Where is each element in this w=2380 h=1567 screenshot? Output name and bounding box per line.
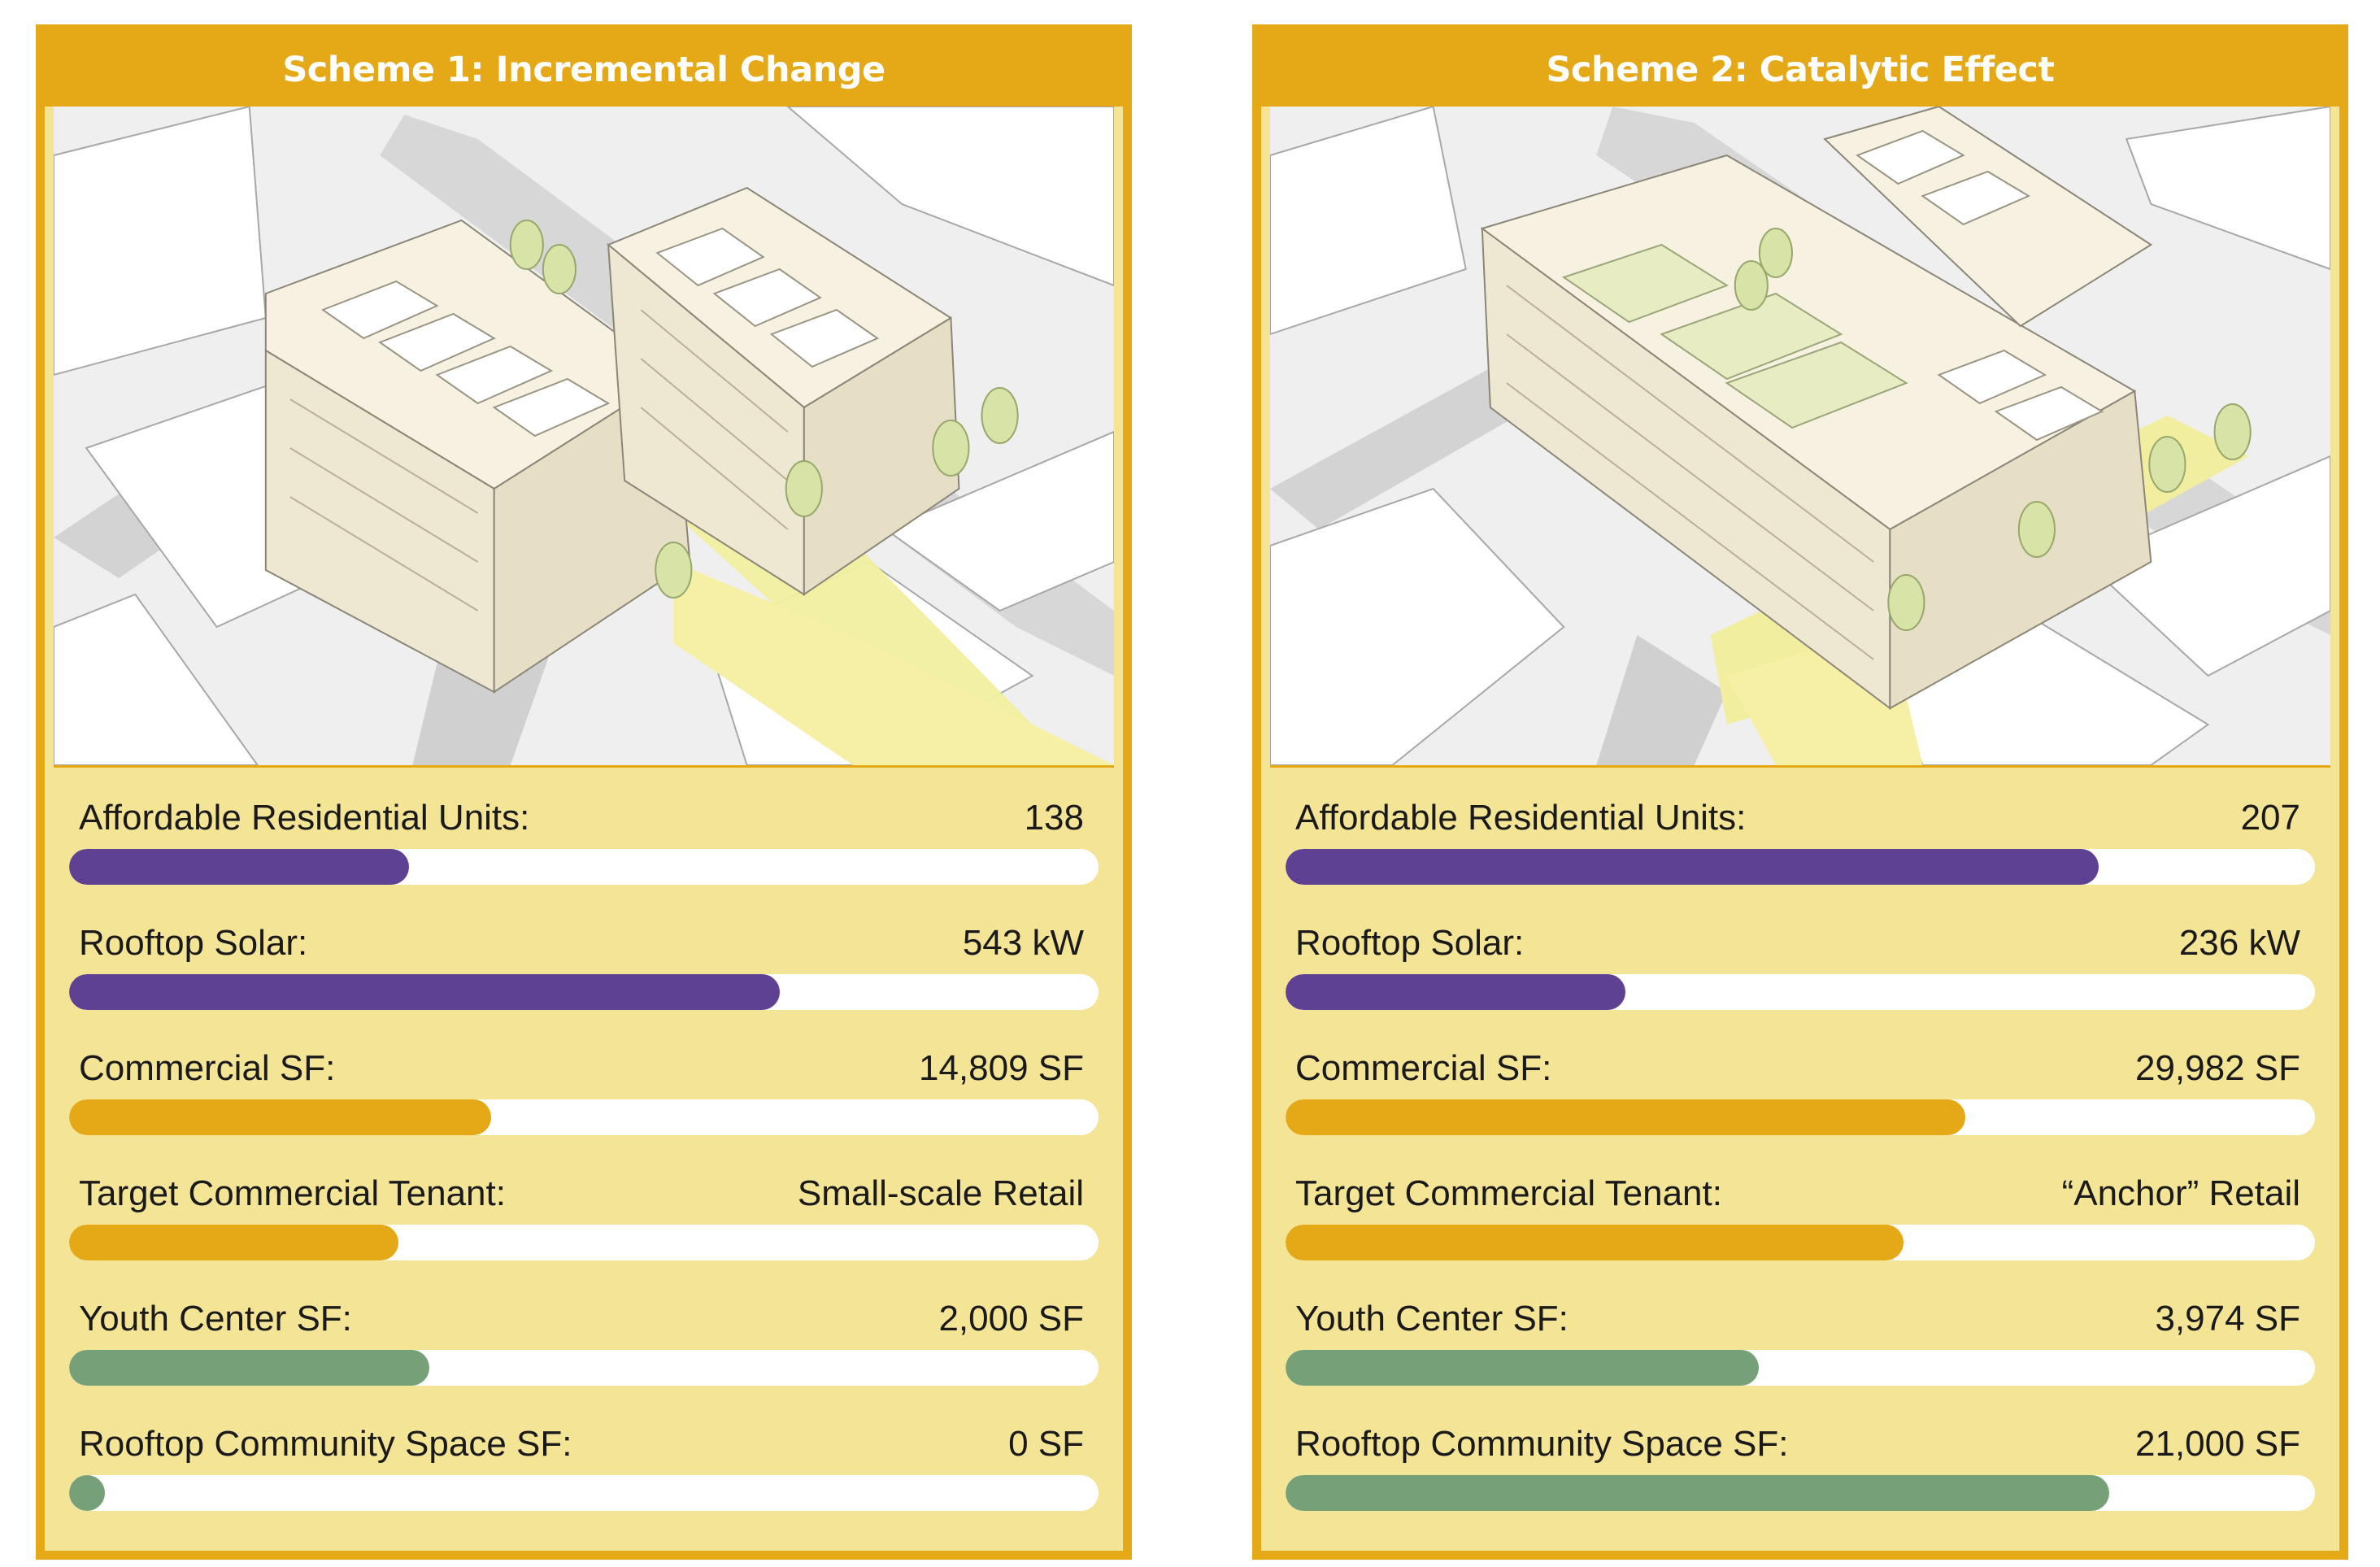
metric-label: Rooftop Solar: bbox=[1295, 923, 1525, 963]
metric-bar-fill bbox=[69, 849, 409, 885]
axonometric-drawing bbox=[1270, 107, 2330, 768]
metric-value: 138 bbox=[1024, 798, 1084, 838]
metric-bar bbox=[69, 849, 1099, 885]
metric-value: 29,982 SF bbox=[2134, 1048, 2300, 1088]
metric-value: 236 kW bbox=[2178, 923, 2300, 963]
metric-bar-fill bbox=[1286, 1225, 1904, 1260]
metrics-list: Affordable Residential Units: 207 Rooftop… bbox=[1261, 768, 2339, 1519]
metric-bar-fill bbox=[1286, 974, 1625, 1010]
metric-bar bbox=[1286, 1475, 2315, 1511]
metric-label: Target Commercial Tenant: bbox=[1295, 1173, 1722, 1213]
metric-label: Commercial SF: bbox=[79, 1048, 336, 1088]
metric-rooftop-solar: Rooftop Solar: 543 kW bbox=[69, 893, 1099, 1018]
metric-bar-fill bbox=[1286, 849, 2099, 885]
metric-youth-center: Youth Center SF: 2,000 SF bbox=[69, 1269, 1099, 1394]
metric-value: 3,974 SF bbox=[2155, 1299, 2300, 1338]
metric-bar bbox=[1286, 1225, 2315, 1260]
metrics-list: Affordable Residential Units: 138 Rooftop… bbox=[45, 768, 1123, 1519]
metric-label: Affordable Residential Units: bbox=[79, 798, 530, 838]
metric-label: Youth Center SF: bbox=[1295, 1299, 1569, 1338]
metric-label: Commercial SF: bbox=[1295, 1048, 1552, 1088]
metric-value: “Anchor” Retail bbox=[2061, 1173, 2300, 1213]
scheme-card-2: Scheme 2: Catalytic Effect bbox=[1252, 24, 2348, 1560]
metric-bar-fill bbox=[69, 974, 780, 1010]
metric-youth-center: Youth Center SF: 3,974 SF bbox=[1286, 1269, 2315, 1394]
metric-value: 2,000 SF bbox=[938, 1299, 1084, 1338]
metric-value: 207 bbox=[2240, 798, 2300, 838]
metric-commercial-sf: Commercial SF: 29,982 SF bbox=[1286, 1018, 2315, 1143]
scheme-card-1: Scheme 1: Incremental Change bbox=[36, 24, 1132, 1560]
metric-bar bbox=[1286, 974, 2315, 1010]
metric-bar bbox=[69, 1099, 1099, 1135]
metric-rooftop-community: Rooftop Community Space SF: 21,000 SF bbox=[1286, 1394, 2315, 1519]
metric-label: Affordable Residential Units: bbox=[1295, 798, 1747, 838]
metric-commercial-sf: Commercial SF: 14,809 SF bbox=[69, 1018, 1099, 1143]
metric-bar bbox=[69, 1225, 1099, 1260]
metric-value: 543 kW bbox=[962, 923, 1084, 963]
metric-rooftop-community: Rooftop Community Space SF: 0 SF bbox=[69, 1394, 1099, 1519]
metric-label: Rooftop Community Space SF: bbox=[1295, 1424, 1789, 1464]
metric-label: Rooftop Community Space SF: bbox=[79, 1424, 572, 1464]
metric-bar bbox=[69, 974, 1099, 1010]
metric-value: 21,000 SF bbox=[2134, 1424, 2300, 1464]
metric-label: Youth Center SF: bbox=[79, 1299, 352, 1338]
metric-value: Small-scale Retail bbox=[797, 1173, 1084, 1213]
metric-bar-fill bbox=[1286, 1475, 2109, 1511]
metric-bar-fill bbox=[69, 1225, 399, 1260]
metric-target-tenant: Target Commercial Tenant: “Anchor” Retail bbox=[1286, 1143, 2315, 1269]
metric-bar-fill bbox=[69, 1475, 106, 1511]
metric-bar bbox=[1286, 849, 2315, 885]
metric-affordable-units: Affordable Residential Units: 138 bbox=[69, 768, 1099, 893]
scheme-title: Scheme 2: Catalytic Effect bbox=[1261, 33, 2339, 107]
metric-bar bbox=[1286, 1099, 2315, 1135]
metric-bar-fill bbox=[69, 1350, 430, 1386]
metric-target-tenant: Target Commercial Tenant: Small-scale Ret… bbox=[69, 1143, 1099, 1269]
metric-value: 0 SF bbox=[1008, 1424, 1084, 1464]
metric-bar-fill bbox=[1286, 1099, 1965, 1135]
axonometric-drawing bbox=[54, 107, 1114, 768]
metric-bar-fill bbox=[1286, 1350, 1760, 1386]
metric-bar bbox=[69, 1475, 1099, 1511]
metric-bar bbox=[1286, 1350, 2315, 1386]
metric-label: Target Commercial Tenant: bbox=[79, 1173, 506, 1213]
scheme-title: Scheme 1: Incremental Change bbox=[45, 33, 1123, 107]
metric-value: 14,809 SF bbox=[918, 1048, 1084, 1088]
metric-affordable-units: Affordable Residential Units: 207 bbox=[1286, 768, 2315, 893]
metric-bar bbox=[69, 1350, 1099, 1386]
metric-label: Rooftop Solar: bbox=[79, 923, 308, 963]
metric-bar-fill bbox=[69, 1099, 492, 1135]
metric-rooftop-solar: Rooftop Solar: 236 kW bbox=[1286, 893, 2315, 1018]
